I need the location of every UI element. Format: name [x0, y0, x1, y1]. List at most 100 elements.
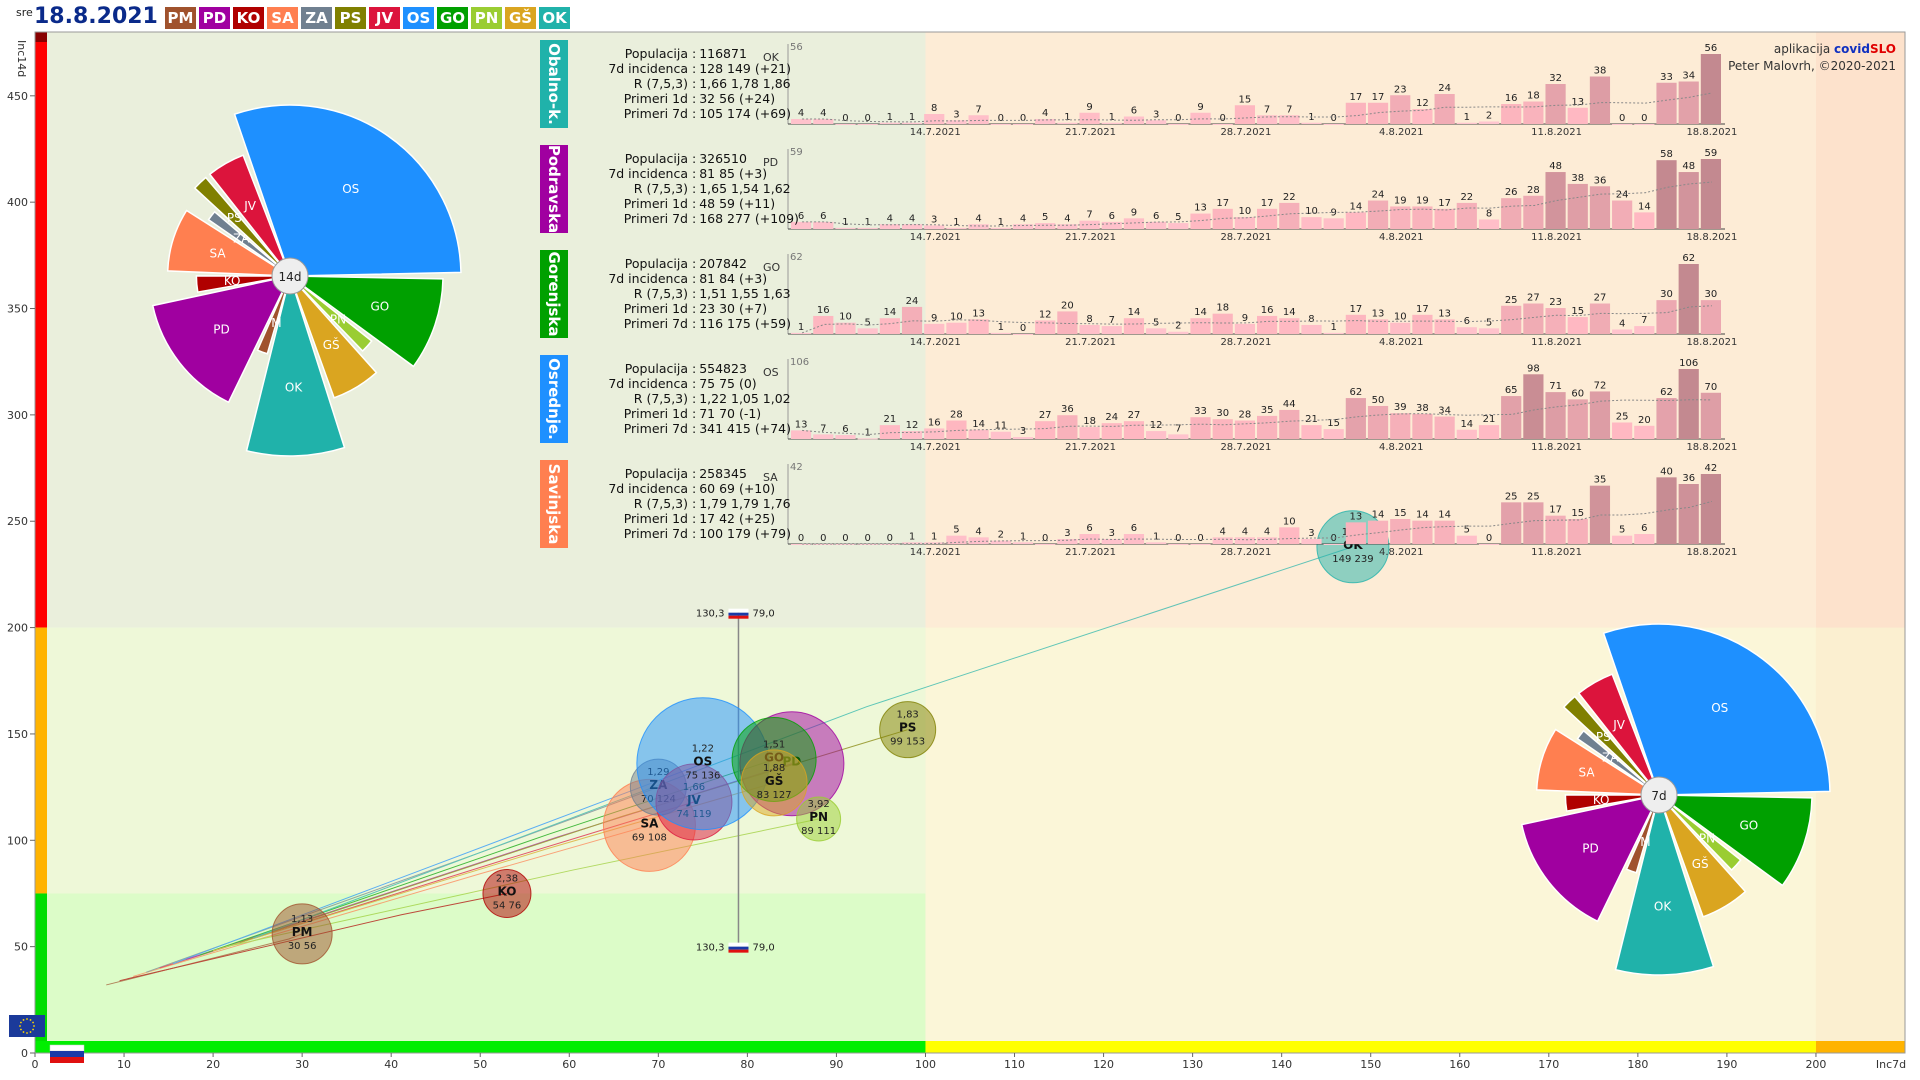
- bar: [1678, 264, 1699, 334]
- pie-wedge: [166, 209, 293, 277]
- bar: [1257, 537, 1278, 544]
- bar: [857, 438, 878, 440]
- badge-pm[interactable]: PM: [165, 7, 196, 29]
- bar-label: 30: [1660, 289, 1673, 300]
- badge-ko[interactable]: KO: [233, 7, 264, 29]
- badge-os[interactable]: OS: [403, 7, 434, 29]
- bar: [1390, 413, 1411, 439]
- bar-label: 17: [1438, 198, 1451, 209]
- stat-sep: :: [688, 196, 697, 211]
- pie-slice-os: OS: [1602, 623, 1831, 796]
- pie-slice-label: GŠ: [323, 337, 340, 352]
- badge-gš[interactable]: GŠ: [505, 7, 536, 29]
- bar: [1301, 539, 1322, 544]
- bar-label: 2: [1486, 111, 1492, 122]
- bar: [1567, 519, 1588, 544]
- stat-sep: :: [688, 151, 697, 166]
- bar: [1323, 544, 1344, 545]
- bar: [946, 322, 967, 334]
- badge-jv[interactable]: JV: [369, 7, 400, 29]
- pie-wedge: [1602, 623, 1831, 796]
- stat-row-primeri_1d: Primeri 1d :17 42 (+25): [575, 511, 791, 526]
- stat-sep: :: [688, 46, 697, 61]
- stat-sep: :: [688, 166, 697, 181]
- bar: [1545, 308, 1566, 334]
- bar-label: 1: [887, 112, 893, 123]
- bar: [1146, 328, 1167, 334]
- stat-row-primeri_7d: Primeri 7d :341 415 (+74): [575, 421, 791, 436]
- bar-label: 6: [1131, 523, 1137, 534]
- stat-row-populacija: Populacija :326510: [575, 151, 799, 166]
- stat-sep: :: [688, 76, 697, 91]
- bar-label: 5: [864, 317, 870, 328]
- bar: [1612, 124, 1633, 125]
- bar: [1367, 102, 1389, 124]
- x-tick-label: 130: [1182, 1058, 1203, 1071]
- bar: [990, 332, 1011, 334]
- stat-label: Populacija: [624, 151, 688, 166]
- badge-go[interactable]: GO: [437, 7, 468, 29]
- bar-label: 4: [1042, 108, 1048, 119]
- bar: [1700, 300, 1721, 334]
- pie-slice-pd: PD: [1520, 793, 1661, 923]
- bar-label: 15: [1571, 306, 1584, 317]
- region-tab-4[interactable]: Savinjska: [540, 460, 568, 548]
- pie-wedge: [1658, 794, 1742, 872]
- day-of-week: sre: [16, 6, 33, 19]
- stat-value: 168 277 (+109): [699, 211, 799, 226]
- x-tick-label: 50: [473, 1058, 487, 1071]
- bar-date-label: 28.7.2021: [1220, 442, 1271, 453]
- bar-label: 8: [931, 103, 937, 114]
- bar: [924, 428, 945, 439]
- y-tick-label: 200: [7, 622, 28, 635]
- bar-label: 13: [795, 419, 808, 430]
- stat-row-populacija: Populacija :554823: [575, 361, 791, 376]
- badge-ok[interactable]: OK: [539, 7, 570, 29]
- bar-label: 4: [1220, 526, 1226, 537]
- stat-value: 81 85 (+3): [699, 166, 768, 181]
- stat-value: 116871: [699, 46, 747, 61]
- stat-row-primeri_7d: Primeri 7d :105 174 (+69): [575, 106, 791, 121]
- bar-label: 7: [1086, 210, 1092, 221]
- stat-sep: :: [688, 106, 697, 121]
- bubble-code: GŠ: [765, 773, 784, 788]
- region-tab-2[interactable]: Gorenjska: [540, 250, 568, 338]
- pie-slice-label: KO: [1593, 793, 1610, 807]
- stat-label: R (7,5,3): [633, 181, 688, 196]
- region-tab-0[interactable]: Obalno-k.: [540, 40, 568, 128]
- bar-label: 1: [931, 531, 937, 542]
- bar-label: 0: [1042, 533, 1048, 544]
- stat-value: 60 69 (+10): [699, 481, 776, 496]
- bar: [1234, 105, 1255, 124]
- stat-sep: :: [688, 406, 697, 421]
- bar-label: 33: [1660, 72, 1673, 83]
- pie-slice-label: OK: [285, 381, 303, 395]
- stat-sep: :: [688, 496, 697, 511]
- bar: [1456, 535, 1477, 544]
- bar: [1678, 484, 1699, 544]
- bar-label: 0: [798, 533, 804, 544]
- stat-value: 1,51 1,55 1,63: [699, 286, 791, 301]
- badge-sa[interactable]: SA: [267, 7, 298, 29]
- bar-label: 14: [1372, 510, 1385, 521]
- bar-label: 27: [1128, 410, 1141, 421]
- bar-date-label: 11.8.2021: [1531, 127, 1582, 138]
- badge-za[interactable]: ZA: [301, 7, 332, 29]
- badge-ps[interactable]: PS: [335, 7, 366, 29]
- bar-chart-code: GO: [763, 261, 781, 274]
- region-tab-3[interactable]: Osrednje.: [540, 355, 568, 443]
- badge-pd[interactable]: PD: [199, 7, 230, 29]
- badge-pn[interactable]: PN: [471, 7, 502, 29]
- bar-label: 36: [1594, 175, 1607, 186]
- stat-label: Primeri 7d: [623, 526, 688, 541]
- stat-sep: :: [688, 421, 697, 436]
- region-tab-1[interactable]: Podravska: [540, 145, 568, 233]
- bar: [1589, 485, 1611, 544]
- bar-date-label: 21.7.2021: [1065, 127, 1116, 138]
- pie-center: [271, 257, 309, 295]
- bar: [1190, 417, 1211, 439]
